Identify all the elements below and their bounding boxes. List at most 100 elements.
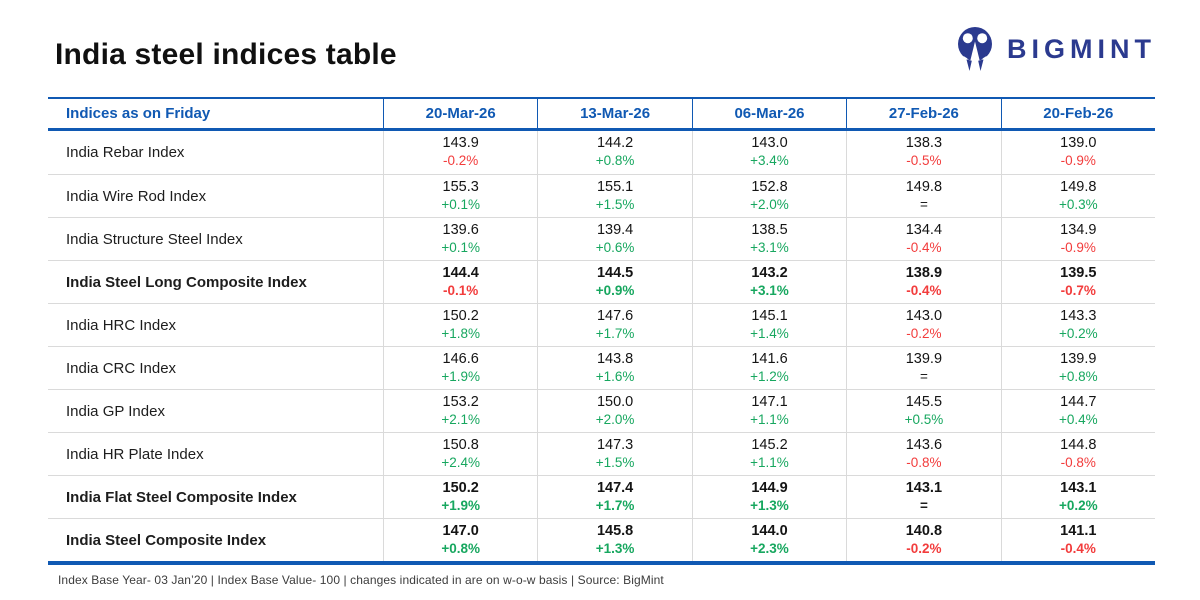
wow-change: +1.9% (441, 497, 481, 513)
index-value-cell: 147.1 +1.1% (691, 390, 846, 432)
column-header-indices: Indices as on Friday (66, 105, 211, 122)
table-row: India CRC Index 146.6 +1.9% 143.8 +1.6% 141.6… (48, 346, 1155, 389)
index-value-cell: 145.1 +1.4% (691, 304, 846, 346)
table-row: India Steel Long Composite Index 144.4 -0.… (48, 260, 1155, 303)
index-value-cell: 147.4 +1.7% (537, 476, 691, 518)
wow-change: +2.0% (595, 411, 635, 427)
index-value: 138.9 (905, 264, 943, 281)
index-value-cell: 144.7 +0.4% (1000, 390, 1155, 432)
wow-change: +2.3% (750, 540, 789, 556)
index-value-cell: 143.3 +0.2% (1000, 304, 1155, 346)
row-label: India Structure Steel Index (66, 230, 243, 248)
row-label: India GP Index (66, 402, 165, 420)
index-value: 143.8 (596, 350, 634, 367)
index-value-cell: 139.9 = (846, 347, 1000, 389)
index-value-cell: 150.2 +1.9% (383, 476, 537, 518)
index-value-cell: 139.0 -0.9% (1000, 131, 1155, 174)
index-value-cell: 150.2 +1.8% (383, 304, 537, 346)
index-value: 138.3 (905, 135, 943, 152)
index-value-cell: 134.9 -0.9% (1000, 218, 1155, 260)
wow-change: -0.4% (906, 239, 942, 255)
wow-change: +0.6% (595, 239, 635, 255)
wow-change: -0.7% (1060, 282, 1096, 298)
footnote: Index Base Year- 03 Jan’20 | Index Base … (58, 573, 664, 587)
wow-change: +0.4% (1058, 411, 1098, 427)
wow-change: +0.1% (441, 196, 481, 212)
index-value-cell: 155.3 +0.1% (383, 175, 537, 217)
index-value: 139.6 (442, 221, 479, 238)
wow-change: = (919, 368, 928, 384)
wow-change: +0.2% (1058, 325, 1098, 341)
wow-change: -0.1% (443, 282, 479, 298)
indices-table: Indices as on Friday 20-Mar-26 13-Mar-26… (48, 97, 1155, 565)
index-value: 139.0 (1060, 135, 1097, 152)
index-value-cell: 150.0 +2.0% (537, 390, 691, 432)
index-value: 145.2 (751, 436, 788, 453)
index-value: 139.9 (1060, 350, 1097, 367)
index-value-cell: 139.5 -0.7% (1000, 261, 1155, 303)
index-value: 149.8 (905, 178, 943, 195)
index-value: 144.2 (596, 135, 634, 152)
wow-change: -0.2% (906, 540, 942, 556)
index-value-cell: 139.6 +0.1% (383, 218, 537, 260)
index-value: 147.0 (442, 522, 479, 539)
index-value-cell: 149.8 +0.3% (1000, 175, 1155, 217)
index-value: 150.8 (442, 436, 479, 453)
index-value: 153.2 (442, 393, 479, 410)
wow-change: -0.9% (1060, 239, 1096, 255)
page-title: India steel indices table (55, 38, 397, 71)
index-value: 144.9 (751, 479, 788, 496)
wow-change: +2.4% (441, 454, 481, 470)
index-value: 143.9 (442, 135, 479, 152)
wow-change: +0.8% (1058, 368, 1098, 384)
wow-change: = (919, 497, 928, 513)
table-row: India HRC Index 150.2 +1.8% 147.6 +1.7% 145.1… (48, 303, 1155, 346)
bigmint-logo-icon (953, 25, 997, 73)
index-value: 140.8 (905, 522, 943, 539)
wow-change: +2.1% (441, 411, 481, 427)
index-value-cell: 138.3 -0.5% (846, 131, 1000, 174)
wow-change: +3.4% (750, 153, 789, 169)
index-value-cell: 143.9 -0.2% (383, 131, 537, 174)
wow-change: +1.1% (750, 454, 789, 470)
table-row: India Flat Steel Composite Index 150.2 +1.… (48, 475, 1155, 518)
index-value-cell: 144.4 -0.1% (383, 261, 537, 303)
index-value: 143.1 (1060, 479, 1097, 496)
column-header-date-4: 27-Feb-26 (846, 99, 1000, 128)
index-value: 150.0 (596, 393, 634, 410)
index-value-cell: 144.8 -0.8% (1000, 433, 1155, 475)
wow-change: +3.1% (750, 239, 789, 255)
index-value: 143.1 (905, 479, 943, 496)
wow-change: +1.2% (750, 368, 789, 384)
index-value: 150.2 (442, 479, 479, 496)
row-label: India HR Plate Index (66, 445, 204, 463)
wow-change: -0.8% (906, 454, 942, 470)
table-row: India Steel Composite Index 147.0 +0.8% 145… (48, 518, 1155, 561)
index-value: 134.4 (905, 221, 943, 238)
index-value: 150.2 (442, 307, 479, 324)
index-value-cell: 153.2 +2.1% (383, 390, 537, 432)
wow-change: +0.3% (1058, 196, 1098, 212)
row-label: India Steel Composite Index (66, 531, 267, 549)
index-value: 146.6 (442, 350, 479, 367)
table-row: India Rebar Index 143.9 -0.2% 144.2 +0.8% 143… (48, 131, 1155, 174)
wow-change: +1.7% (595, 325, 635, 341)
bigmint-logo-text: BIGMINT (1007, 33, 1156, 64)
index-value-cell: 143.1 = (846, 476, 1000, 518)
index-value: 144.8 (1060, 436, 1097, 453)
index-value: 143.2 (751, 264, 788, 281)
table-row: India HR Plate Index 150.8 +2.4% 147.3 +1.5%… (48, 432, 1155, 475)
wow-change: = (919, 196, 928, 212)
column-header-date-1: 20-Mar-26 (383, 99, 537, 128)
wow-change: -0.4% (906, 282, 942, 298)
column-header-date-3: 06-Mar-26 (691, 99, 846, 128)
index-value-cell: 143.6 -0.8% (846, 433, 1000, 475)
index-value-cell: 144.2 +0.8% (537, 131, 691, 174)
wow-change: +1.3% (750, 497, 789, 513)
wow-change: +0.8% (441, 540, 481, 556)
index-value: 144.5 (596, 264, 634, 281)
index-value: 144.4 (442, 264, 479, 281)
bigmint-logo: BIGMINT (953, 25, 1156, 73)
index-value-cell: 140.8 -0.2% (846, 519, 1000, 561)
index-value: 139.4 (596, 221, 634, 238)
